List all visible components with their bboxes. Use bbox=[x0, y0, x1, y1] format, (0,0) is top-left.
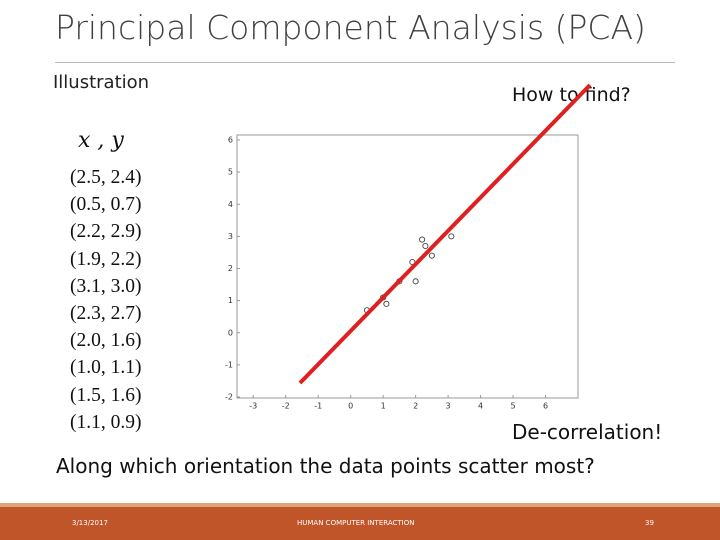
y-tick-label: -1 bbox=[225, 360, 233, 369]
data-point bbox=[412, 278, 419, 285]
y-tick-label: 0 bbox=[228, 328, 233, 337]
footer-stripe bbox=[0, 503, 720, 507]
x-tick-label: 5 bbox=[511, 402, 516, 411]
x-tick-label: -2 bbox=[282, 402, 290, 411]
point-text: (0.5, 0.7) bbox=[70, 194, 142, 216]
y-tick-label: 2 bbox=[228, 264, 233, 273]
data-point bbox=[422, 242, 429, 250]
data-point bbox=[448, 233, 455, 240]
y-tick-label: -2 bbox=[225, 393, 233, 402]
x-tick-label: -1 bbox=[314, 402, 322, 411]
data-point bbox=[428, 252, 435, 259]
y-tick-label: 5 bbox=[228, 168, 233, 177]
subtitle: Illustration bbox=[53, 72, 150, 93]
y-tick-label: 1 bbox=[228, 296, 233, 305]
data-point bbox=[419, 236, 426, 243]
footer: 3/13/2017 HUMAN COMPUTER INTERACTION 39 bbox=[0, 507, 720, 540]
x-tick-label: 1 bbox=[381, 402, 386, 411]
question: Along which orientation the data points … bbox=[56, 454, 595, 478]
plot-frame bbox=[236, 134, 579, 399]
point-text: (2.5, 2.4) bbox=[70, 167, 142, 188]
principal-axis bbox=[298, 83, 592, 385]
x-tick-label: -3 bbox=[249, 402, 257, 411]
point-text: (2.2, 2.9) bbox=[70, 221, 142, 243]
x-tick-label: 0 bbox=[348, 402, 353, 411]
caption: De-correlation! bbox=[512, 420, 663, 444]
x-tick-label: 2 bbox=[413, 402, 418, 411]
point-text: (1.0, 1.1) bbox=[70, 357, 142, 379]
footer-center: HUMAN COMPUTER INTERACTION bbox=[297, 519, 415, 527]
note: How to find? bbox=[512, 84, 631, 106]
y-tick-label: 3 bbox=[228, 232, 233, 241]
point-text: (1.9, 2.2) bbox=[70, 248, 142, 270]
point-text: (1.5, 1.6) bbox=[70, 384, 142, 406]
list-header: x , y bbox=[78, 128, 124, 153]
point-list: (2.5, 2.4) (0.5, 0.7) (2.2, 2.9) (1.9, 2.2)… bbox=[70, 164, 142, 436]
title-rule bbox=[55, 62, 675, 63]
y-tick-label: 4 bbox=[228, 200, 233, 209]
x-tick-label: 6 bbox=[543, 402, 548, 411]
x-tick-label: 3 bbox=[446, 402, 451, 411]
x-tick-label: 4 bbox=[478, 402, 483, 411]
point-text: (3.1, 3.0) bbox=[70, 275, 142, 297]
point-text: (2.3, 2.7) bbox=[70, 303, 142, 325]
footer-date: 3/13/2017 bbox=[72, 519, 108, 527]
data-point bbox=[383, 300, 390, 307]
footer-page: 39 bbox=[645, 519, 654, 527]
y-tick-label: 6 bbox=[228, 136, 233, 145]
slide-title: Principal Component Analysis (PCA) bbox=[55, 8, 646, 47]
point-text: (1.1, 0.9) bbox=[70, 411, 142, 433]
point-text: (2.0, 1.6) bbox=[70, 330, 142, 352]
